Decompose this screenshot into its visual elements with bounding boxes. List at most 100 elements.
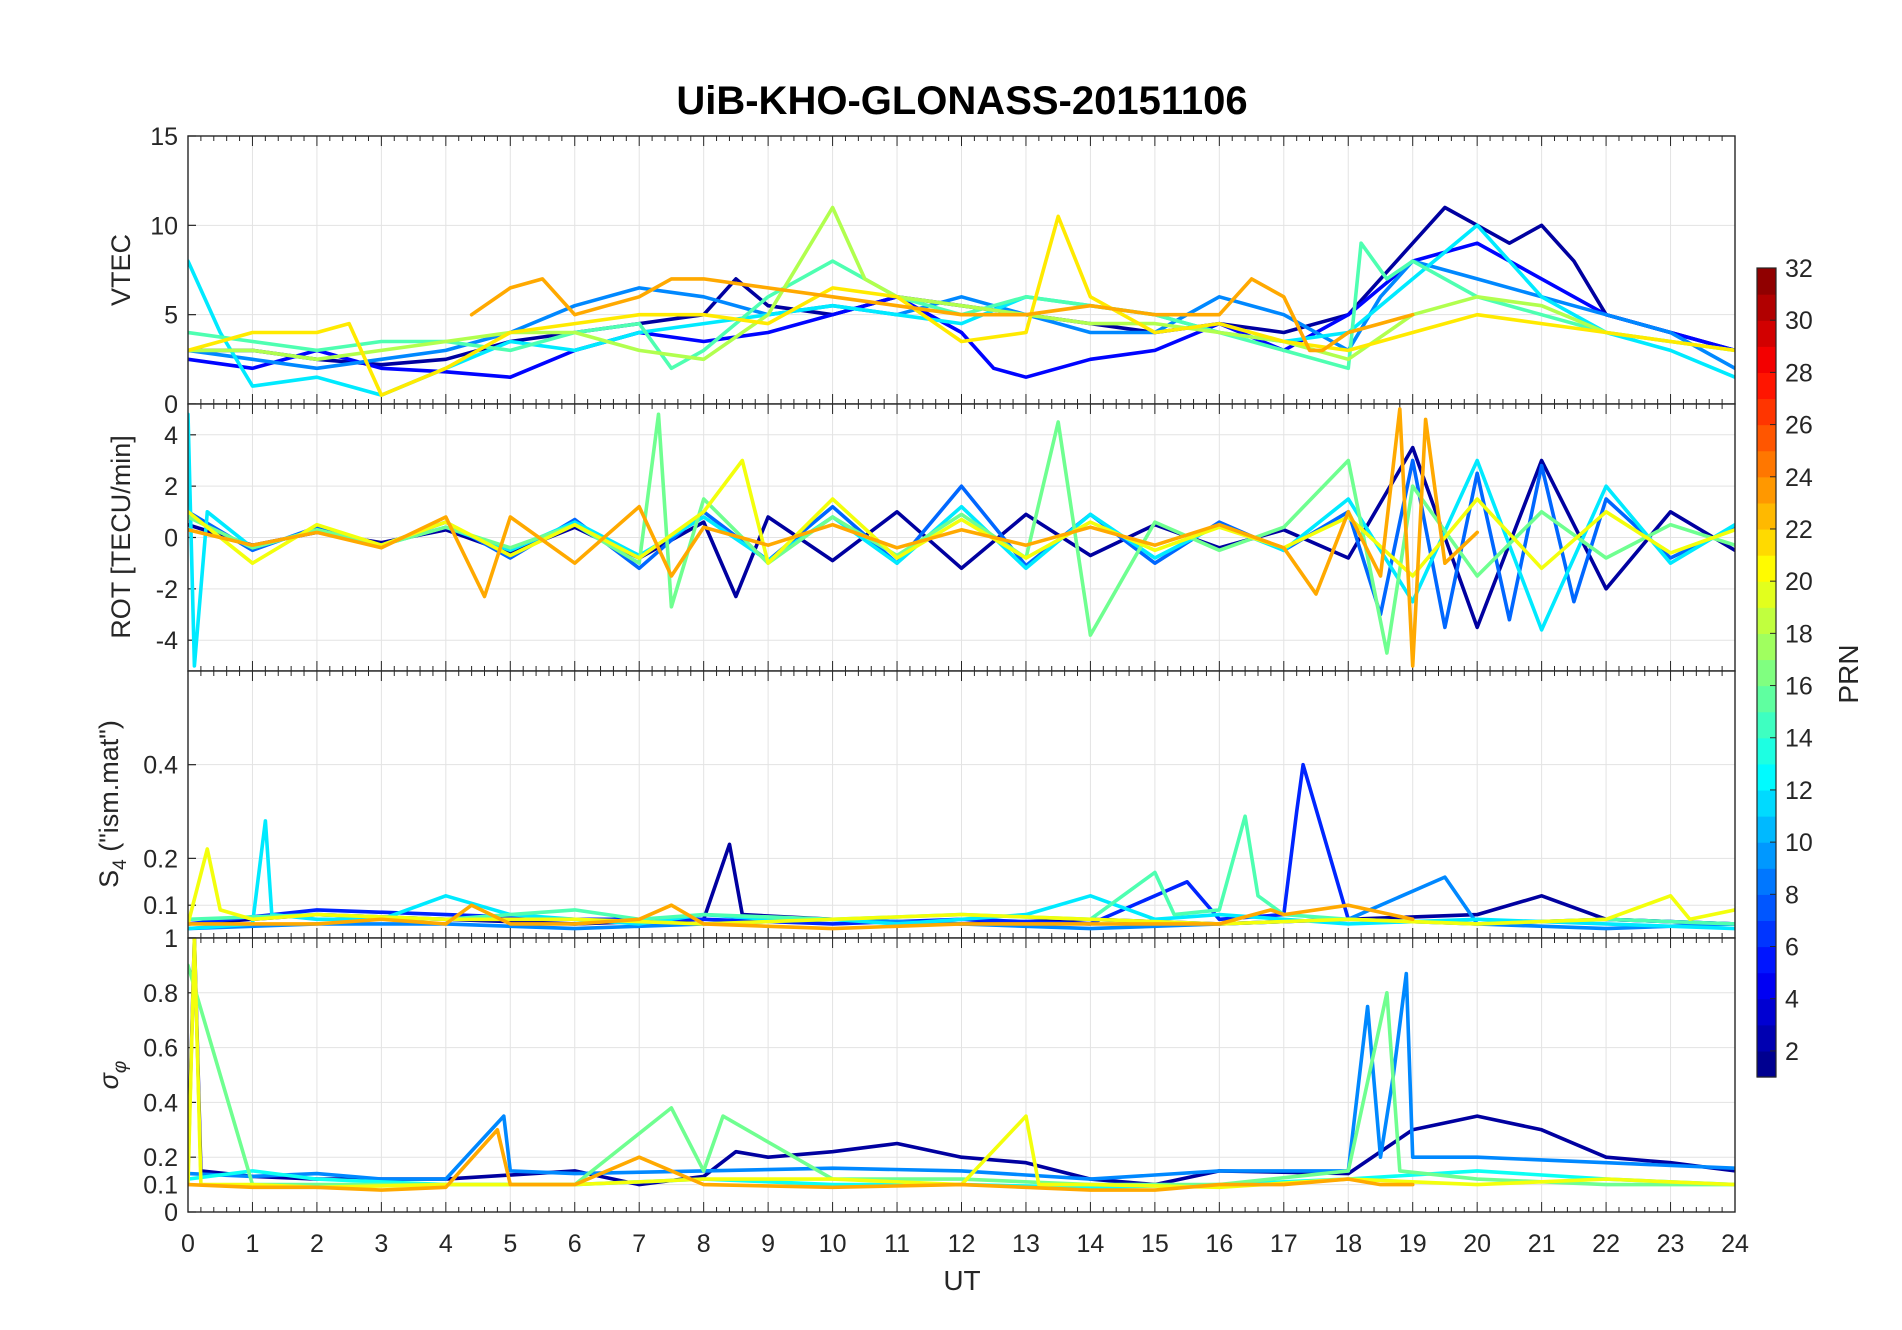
colorbar-tick-label: 30 <box>1785 307 1813 335</box>
y-axis-label: σφ <box>94 1061 131 1090</box>
panel-sigma_phi: 00.10.2 0.4 0.6 0.8 1 σφ <box>94 925 1736 1227</box>
x-tick-label: 10 <box>819 1230 847 1258</box>
y-tick-label: 2 <box>164 473 178 501</box>
colorbar-tick-label: 14 <box>1785 725 1813 753</box>
x-tick-label: 2 <box>310 1230 324 1258</box>
x-tick-label: 16 <box>1205 1230 1233 1258</box>
colorbar-segment <box>1757 320 1776 347</box>
colorbar-tick-label: 10 <box>1785 829 1813 857</box>
colorbar-segment <box>1757 346 1776 373</box>
x-tick-label: 22 <box>1592 1230 1620 1258</box>
colorbar-tick-label: 32 <box>1785 255 1813 283</box>
colorbar-segment <box>1757 1050 1776 1078</box>
colorbar-tick-label: 22 <box>1785 516 1813 544</box>
colorbar-frame <box>1756 267 1777 1078</box>
colorbar-tick-label: 6 <box>1785 934 1799 962</box>
y-tick-label: -2 <box>156 576 178 604</box>
x-tick-label: 14 <box>1077 1230 1105 1258</box>
x-tick-label: 19 <box>1399 1230 1427 1258</box>
colorbar-segment <box>1757 476 1776 504</box>
colorbar-segment <box>1757 789 1776 817</box>
colorbar-tick-label: 26 <box>1785 412 1813 440</box>
y-tick-label: 10 <box>150 212 178 240</box>
colorbar-segment <box>1757 555 1776 582</box>
colorbar-segment <box>1757 581 1776 608</box>
y-tick-label: 0 <box>164 525 178 553</box>
colorbar-segment <box>1757 763 1776 791</box>
x-tick-label: 7 <box>632 1230 646 1258</box>
x-tick-label: 9 <box>761 1230 775 1258</box>
y-tick-label: 1 <box>164 925 178 953</box>
series-group <box>188 938 1735 1192</box>
colorbar-tick-label: 28 <box>1785 359 1813 387</box>
x-tick-label: 5 <box>503 1230 517 1258</box>
series-line-prn-20 <box>188 847 1735 926</box>
colorbar-tick-label: 4 <box>1785 986 1799 1014</box>
y-tick-label: 0 <box>164 391 178 419</box>
x-tick-label: 17 <box>1270 1230 1298 1258</box>
x-tick-label: 3 <box>374 1230 388 1258</box>
series-line-prn-23 <box>188 903 1415 931</box>
panel-vtec: 0 5 10 15 VTEC <box>106 123 1736 419</box>
colorbar-segment <box>1757 868 1776 895</box>
colorbar-segment <box>1757 450 1776 478</box>
series-line-prn-16 <box>188 412 1735 655</box>
x-tick-label: 21 <box>1528 1230 1556 1258</box>
colorbar-segment <box>1757 842 1776 869</box>
panel-frame <box>187 937 1736 1213</box>
x-tick-label: 0 <box>181 1230 195 1258</box>
series-line-prn-9 <box>188 875 1735 931</box>
y-tick-label: 0.2 <box>143 845 178 873</box>
colorbar-segment <box>1757 998 1776 1026</box>
colorbar-segment <box>1757 816 1776 843</box>
series-group <box>188 205 1735 397</box>
x-tick-label: 11 <box>884 1230 910 1258</box>
colorbar-segment <box>1757 528 1776 556</box>
x-tick-label: 15 <box>1141 1230 1169 1258</box>
series-line-prn-23 <box>188 1128 1415 1192</box>
x-tick-label: 12 <box>948 1230 976 1258</box>
y-tick-label: 5 <box>164 302 178 330</box>
colorbar-tick-label: 16 <box>1785 673 1813 701</box>
x-tick-label: 23 <box>1657 1230 1685 1258</box>
series-line-prn-9 <box>188 971 1735 1181</box>
colorbar-segment <box>1757 1024 1776 1052</box>
colorbar-segment <box>1757 711 1776 739</box>
chart-title: UiB-KHO-GLONASS-20151106 <box>676 79 1247 123</box>
colorbar-segment <box>1757 894 1776 922</box>
colorbar-segment <box>1757 633 1776 661</box>
colorbar-label: PRN <box>1833 644 1864 703</box>
x-tick-label: 20 <box>1463 1230 1491 1258</box>
colorbar-segment <box>1757 607 1776 634</box>
colorbar-tick-label: 18 <box>1785 620 1813 648</box>
x-tick-label: 24 <box>1721 1230 1749 1258</box>
x-tick-label: 4 <box>439 1230 453 1258</box>
colorbar-tick-label: 8 <box>1785 881 1799 909</box>
series-line-prn-20 <box>188 938 1735 1190</box>
y-axis-label: ROT [TECU/min] <box>106 435 136 639</box>
y-tick-label: 0.8 <box>143 980 178 1008</box>
series-line-prn-5 <box>188 241 1735 380</box>
colorbar-segment <box>1757 737 1776 765</box>
x-tick-label: 18 <box>1334 1230 1362 1258</box>
series-group <box>188 762 1735 931</box>
y-tick-label: 0.6 <box>143 1035 178 1063</box>
colorbar-tick-label: 2 <box>1785 1038 1799 1066</box>
series-line-prn-12 <box>188 819 1735 931</box>
series-line-prn-21 <box>188 214 1735 397</box>
panel-rot: -4 -2 0 2 4 ROT [TECU/min] <box>106 403 1736 672</box>
x-tick-label: 6 <box>568 1230 582 1258</box>
y-tick-label: -4 <box>156 627 178 655</box>
panel-s4: 0.1 0.2 0.4 S4 ("ism.mat") <box>94 670 1736 939</box>
y-tick-label: 0.1 <box>143 892 178 920</box>
series-line-prn-23 <box>188 407 1479 668</box>
y-tick-label: 0.4 <box>143 1089 178 1117</box>
colorbar-segment <box>1757 424 1776 452</box>
colorbar-segment <box>1757 268 1776 295</box>
colorbar-tick-label: 24 <box>1785 464 1813 492</box>
colorbar-segment <box>1757 502 1776 530</box>
y-axis-label: VTEC <box>106 234 136 306</box>
